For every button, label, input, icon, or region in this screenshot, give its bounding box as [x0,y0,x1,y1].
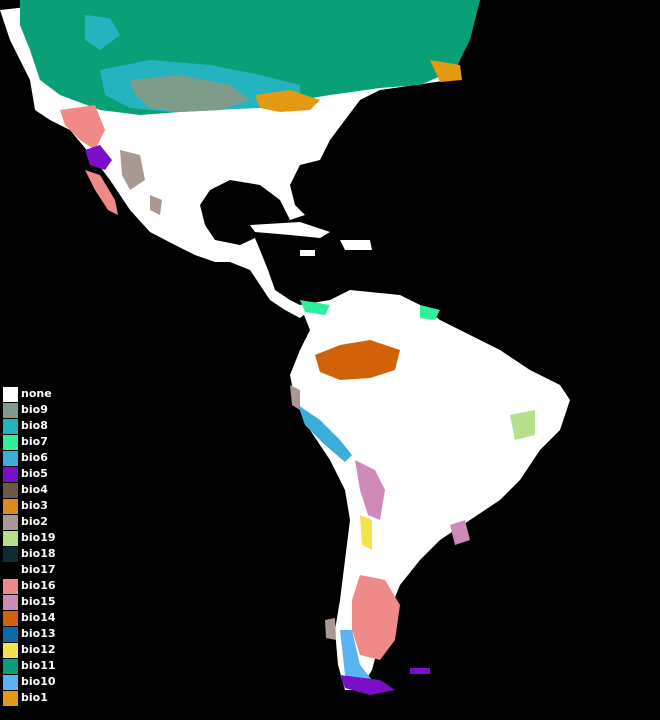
falklands-bio5 [410,668,430,674]
legend-item-bio12: bio12 [3,642,73,658]
legend-item-bio5: bio5 [3,466,73,482]
legend-label: bio11 [21,659,56,672]
legend-item-bio4: bio4 [3,482,73,498]
chile-bio12 [360,515,372,550]
legend-item-bio15: bio15 [3,594,73,610]
cuba [250,222,330,238]
legend-swatch [3,658,18,674]
canada-bio8-west [85,15,120,50]
legend-label: bio18 [21,547,56,560]
legend-label: bio10 [21,675,56,688]
west-bio2 [120,150,145,190]
legend-item-bio3: bio3 [3,498,73,514]
amazon-bio14 [315,340,400,380]
legend-label: bio14 [21,611,56,624]
legend-swatch [3,674,18,690]
west-bio16 [60,105,105,150]
legend-swatch [3,626,18,642]
legend-swatch [3,514,18,530]
legend-item-bio8: bio8 [3,418,73,434]
legend-swatch [3,498,18,514]
legend-label: bio17 [21,563,56,576]
hispaniola [340,240,372,250]
andes-bio2 [290,385,300,410]
chile-bio2 [325,618,336,640]
legend-item-bio19: bio19 [3,530,73,546]
legend-label: bio3 [21,499,48,512]
canada-bio9 [130,75,250,112]
legend-swatch [3,690,18,706]
east-bio1-b [430,60,462,82]
legend-item-bio1: bio1 [3,690,73,706]
west-bio5 [85,145,112,170]
legend-item-bio13: bio13 [3,626,73,642]
legend-swatch [3,642,18,658]
legend-label: bio2 [21,515,48,528]
legend-label: bio16 [21,579,56,592]
brazil-bio19 [510,410,535,440]
legend-item-bio16: bio16 [3,578,73,594]
legend-item-bio6: bio6 [3,450,73,466]
legend-item-bio11: bio11 [3,658,73,674]
legend-item-bio17: bio17 [3,562,73,578]
mexico-bio2 [150,195,162,215]
legend-swatch [3,482,18,498]
legend-swatch [3,418,18,434]
legend-label: bio9 [21,403,48,416]
legend-swatch [3,562,18,578]
guiana-bio7 [420,305,440,320]
legend-label: bio1 [21,691,48,704]
colombia-bio7 [300,300,330,315]
tierra-bio5 [340,675,395,695]
legend-label: bio12 [21,643,56,656]
legend-label: bio8 [21,419,48,432]
legend-label: bio13 [21,627,56,640]
legend-item-bio10: bio10 [3,674,73,690]
legend-item-bio7: bio7 [3,434,73,450]
legend-label: bio19 [21,531,56,544]
legend-item-bio14: bio14 [3,610,73,626]
legend-item-bio2: bio2 [3,514,73,530]
legend-item-none: none [3,386,73,402]
legend-swatch [3,466,18,482]
legend-swatch [3,610,18,626]
legend-swatch [3,450,18,466]
legend-swatch [3,578,18,594]
legend-label: bio5 [21,467,48,480]
legend-item-bio9: bio9 [3,402,73,418]
legend-label: none [21,387,52,400]
brazil-bio15 [450,520,470,545]
legend-swatch [3,530,18,546]
peru-bio6 [298,405,352,462]
west-bio16-coast [85,170,118,215]
legend-swatch [3,386,18,402]
legend-label: bio4 [21,483,48,496]
chile-bio10 [340,630,372,688]
patagonia-bio16 [352,575,400,660]
legend: none bio9 bio8 bio7 bio6 bio5 bio4 bio3 bio2 bio1… [3,386,73,706]
legend-item-bio18: bio18 [3,546,73,562]
legend-swatch [3,546,18,562]
jamaica [300,250,315,256]
andes-bio15 [355,460,385,520]
east-bio1 [255,90,320,112]
legend-swatch [3,434,18,450]
legend-swatch [3,402,18,418]
legend-label: bio15 [21,595,56,608]
legend-label: bio6 [21,451,48,464]
legend-swatch [3,594,18,610]
legend-label: bio7 [21,435,48,448]
